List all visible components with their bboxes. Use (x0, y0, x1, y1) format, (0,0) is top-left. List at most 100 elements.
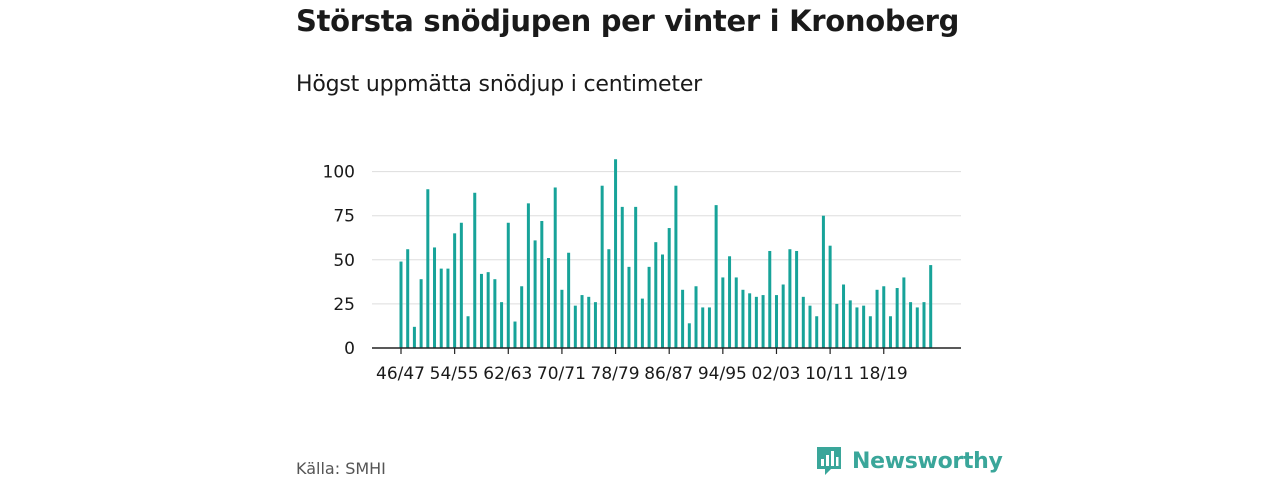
bar-99-00 (754, 296, 758, 348)
bar-04-05 (788, 249, 792, 348)
bar-25-26 (929, 265, 933, 348)
bar-85-86 (661, 254, 664, 348)
bar-86-87 (667, 228, 671, 348)
bar-19-20 (888, 316, 892, 348)
y-tick-label: 50 (333, 251, 355, 271)
y-tick-label: 75 (333, 207, 355, 227)
x-tick-label: 10/11 (805, 364, 854, 384)
bar-18-19 (882, 286, 886, 348)
bar-63-64 (513, 321, 517, 348)
x-tick-label: 46/47 (376, 364, 425, 384)
bar-03-04 (781, 284, 785, 348)
bar-87-88 (674, 185, 678, 348)
bar-84-85 (654, 242, 658, 348)
bar-90-91 (694, 286, 698, 348)
bar-70-71 (560, 289, 564, 348)
bar-94-95 (721, 277, 725, 348)
bar-15-16 (862, 305, 866, 348)
bar-92-93 (707, 307, 711, 348)
bar-78-79 (614, 159, 618, 348)
bar-96-97 (734, 277, 738, 348)
bar-08-09 (815, 316, 819, 348)
bar-47-48 (406, 249, 410, 348)
x-tick-label: 02/03 (751, 364, 800, 384)
bar-51-52 (433, 247, 437, 348)
bar-56-57 (466, 316, 470, 348)
bar-17-18 (875, 289, 879, 348)
x-axis-tick-labels: 46/47 54/55 62/63 70/71 78/79 86/87 94/95 02/03… (376, 348, 908, 384)
y-tick-label: 25 (333, 295, 355, 315)
bar-60-61 (493, 279, 497, 348)
bar-68-69 (547, 258, 551, 348)
bar-57-58 (473, 192, 477, 348)
bar-14-15 (855, 307, 859, 348)
source-note: Källa: SMHI (296, 459, 386, 478)
bar-59-60 (486, 272, 490, 348)
x-tick-label: 70/71 (537, 364, 586, 384)
bar-62-63 (506, 222, 510, 348)
bar-07-08 (808, 305, 812, 348)
x-tick-label: 94/95 (698, 364, 747, 384)
bar-82-83 (640, 298, 644, 348)
bar-76-77 (600, 185, 604, 348)
bar-66-67 (533, 240, 537, 348)
bar-50-51 (426, 189, 430, 348)
brand-logo-link[interactable]: Newsworthy (815, 445, 1003, 477)
x-tick-label: 78/79 (591, 364, 640, 384)
bar-49-50 (419, 279, 423, 348)
grid-lines (372, 171, 961, 305)
bar-93-94 (714, 205, 718, 348)
bar-72-73 (573, 305, 577, 348)
bar-61-62 (500, 302, 504, 348)
bar-89-90 (687, 323, 691, 348)
bar-67-68 (540, 220, 544, 348)
bar-12-13 (842, 284, 846, 348)
bar-11-12 (835, 303, 839, 348)
y-axis-tick-labels: 0 25 50 75 100 (323, 163, 355, 359)
x-tick-label: 86/87 (644, 364, 693, 384)
bar-53-54 (446, 268, 450, 348)
bar-54-55 (453, 233, 457, 348)
bar-05-06 (795, 250, 799, 348)
bar-16-17 (868, 316, 872, 348)
bar-80-81 (627, 266, 631, 348)
y-tick-label: 0 (344, 339, 355, 359)
bar-75-76 (593, 302, 597, 348)
bar-74-75 (587, 296, 591, 348)
bar-69-70 (553, 187, 557, 348)
chart-title: Största snödjupen per vinter i Kronoberg (296, 4, 960, 38)
bar-06-07 (801, 296, 805, 348)
bar-79-80 (620, 206, 624, 348)
chart-subtitle: Högst uppmätta snödjup i centimeter (296, 72, 702, 97)
bar-01-02 (768, 250, 772, 348)
bar-02-03 (774, 295, 778, 348)
bar-88-89 (681, 289, 685, 348)
bar-81-82 (634, 206, 638, 348)
bar-52-53 (439, 268, 443, 348)
bar-46-47 (399, 261, 403, 348)
bar-58-59 (479, 273, 483, 348)
bar-23-24 (915, 307, 919, 348)
bars (399, 159, 933, 348)
bar-13-14 (848, 300, 852, 348)
x-tick-label: 54/55 (430, 364, 479, 384)
bar-chart: 0 25 50 75 100 46/47 54/55 62/63 70/71 78/79 86/8… (323, 159, 961, 384)
bar-09-10 (821, 215, 825, 348)
bar-24-25 (922, 302, 926, 348)
bar-21-22 (902, 277, 906, 348)
bar-55-56 (459, 222, 463, 348)
bar-10-11 (828, 245, 832, 348)
y-tick-label: 100 (323, 163, 355, 183)
bar-71-72 (567, 252, 571, 348)
bar-83-84 (647, 266, 651, 348)
bar-48-49 (412, 326, 416, 348)
bar-20-21 (895, 288, 899, 348)
bar-65-66 (526, 203, 530, 348)
bar-22-23 (909, 302, 913, 348)
bar-64-65 (520, 286, 524, 348)
bar-77-78 (607, 249, 611, 348)
newsworthy-bar-chart-logo-icon (817, 447, 841, 475)
x-tick-label: 62/63 (483, 364, 532, 384)
bar-00-01 (761, 295, 765, 348)
bar-95-96 (728, 256, 732, 348)
